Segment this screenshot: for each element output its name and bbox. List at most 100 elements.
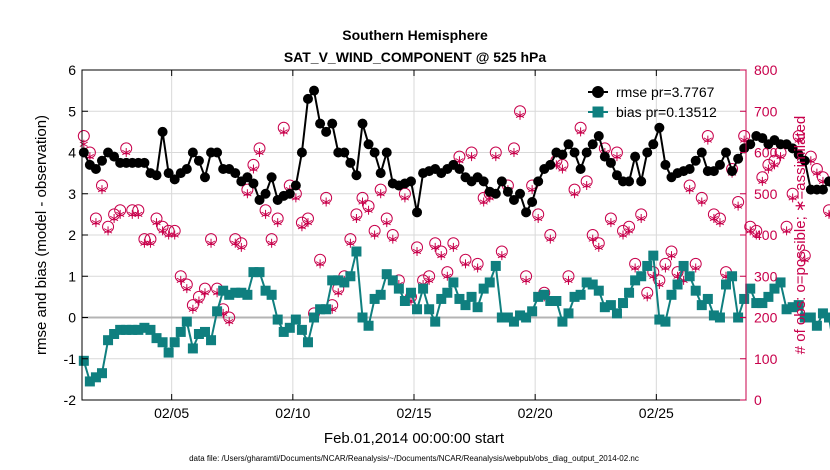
assimilated-obs-marker	[491, 152, 500, 162]
assimilated-obs-marker	[237, 242, 246, 252]
y-right-tick-label: 100	[754, 351, 778, 367]
bias-point	[212, 306, 223, 317]
rmse-point	[212, 147, 223, 158]
rmse-point	[199, 172, 210, 183]
assimilated-obs-marker	[812, 168, 822, 178]
assimilated-obs-marker	[122, 148, 131, 157]
assimilated-obs-marker	[770, 160, 779, 170]
bias-point	[496, 312, 507, 323]
bias-point	[442, 287, 453, 298]
chart-title: Southern Hemisphere	[342, 27, 488, 43]
bias-point	[430, 316, 441, 327]
rmse-point	[163, 168, 174, 179]
assimilated-obs-marker	[400, 193, 410, 203]
bias-point	[793, 300, 804, 311]
assimilated-obs-marker	[200, 288, 210, 298]
bias-point	[369, 293, 380, 304]
bias-point	[103, 335, 114, 346]
bias-point	[121, 324, 132, 335]
bias-point	[260, 285, 271, 296]
rmse-point	[714, 159, 725, 170]
assimilated-obs-marker	[134, 209, 143, 219]
bias-point	[193, 329, 204, 339]
rmse-point	[787, 143, 798, 154]
bias-point	[569, 291, 580, 302]
bias-point	[333, 275, 344, 286]
bias-point	[405, 287, 416, 298]
assimilated-obs-marker	[782, 226, 791, 236]
bias-point	[727, 271, 738, 282]
bias-point	[206, 335, 217, 346]
assimilated-obs-marker	[467, 152, 476, 162]
bias-point	[551, 296, 562, 306]
bias-point	[145, 324, 156, 335]
y-right-tick-label: 400	[754, 227, 778, 243]
bias-point	[399, 296, 410, 306]
bias-point	[581, 277, 592, 288]
assimilated-obs-marker	[788, 193, 797, 203]
assimilated-obs-marker	[824, 209, 830, 219]
assimilated-obs-marker	[637, 214, 646, 223]
bias-point	[460, 300, 471, 311]
assimilated-obs-marker	[370, 230, 379, 240]
bias-point	[296, 324, 307, 335]
rmse-point	[648, 139, 659, 150]
x-tick-label: 02/25	[639, 405, 674, 421]
assimilated-obs-marker	[709, 214, 719, 223]
assimilated-obs-marker	[515, 110, 525, 120]
assimilated-obs-marker	[546, 234, 555, 244]
bias-point	[436, 293, 447, 304]
rmse-point	[169, 174, 180, 185]
rmse-point	[230, 168, 241, 179]
rmse-point	[193, 155, 204, 166]
assimilated-obs-marker	[91, 218, 101, 228]
rmse-point	[745, 139, 756, 150]
assimilated-obs-marker	[558, 164, 567, 174]
footnote: data file: /Users/gharamti/Documents/NCA…	[189, 454, 639, 463]
bias-point	[484, 277, 495, 288]
rmse-point	[630, 151, 641, 162]
assimilated-obs-marker	[643, 292, 652, 302]
bias-point	[605, 300, 616, 311]
bias-point	[751, 298, 762, 309]
rmse-point	[587, 139, 598, 150]
bias-point	[284, 322, 295, 333]
assimilated-obs-marker	[146, 238, 155, 248]
bias-point	[339, 277, 350, 288]
assimilated-obs-marker	[624, 226, 634, 236]
bias-point	[472, 302, 483, 313]
assimilated-obs-marker	[352, 214, 361, 223]
bias-point	[763, 291, 774, 302]
x-tick-label: 02/15	[396, 405, 431, 421]
bias-point	[169, 337, 180, 348]
bias-point	[781, 304, 792, 315]
assimilated-obs-marker	[794, 135, 803, 145]
rmse-point	[496, 176, 507, 187]
assimilated-obs-marker	[279, 127, 288, 137]
rmse-point	[557, 149, 568, 160]
y-tick-label: 6	[68, 62, 76, 78]
rmse-point	[642, 147, 653, 158]
rmse-point	[139, 157, 150, 168]
rmse-point	[721, 147, 732, 158]
bias-point	[587, 279, 598, 290]
y-tick-label: 2	[68, 227, 76, 243]
rmse-point	[708, 166, 719, 177]
bias-point	[393, 283, 404, 294]
bias-point	[302, 337, 313, 348]
assimilated-obs-marker	[576, 127, 585, 137]
assimilated-obs-marker	[297, 222, 307, 232]
bias-point	[321, 304, 332, 315]
assimilated-obs-marker	[182, 284, 191, 294]
rmse-point	[339, 147, 350, 158]
bias-point	[84, 376, 95, 387]
assimilated-obs-marker	[231, 238, 240, 248]
rmse-point	[412, 207, 423, 218]
rmse-point	[757, 133, 768, 144]
rmse-point	[545, 159, 556, 170]
bias-point	[666, 289, 677, 300]
rmse-point	[733, 153, 744, 164]
bias-point	[593, 285, 604, 296]
bias-point	[702, 293, 713, 304]
bias-point	[678, 260, 689, 271]
